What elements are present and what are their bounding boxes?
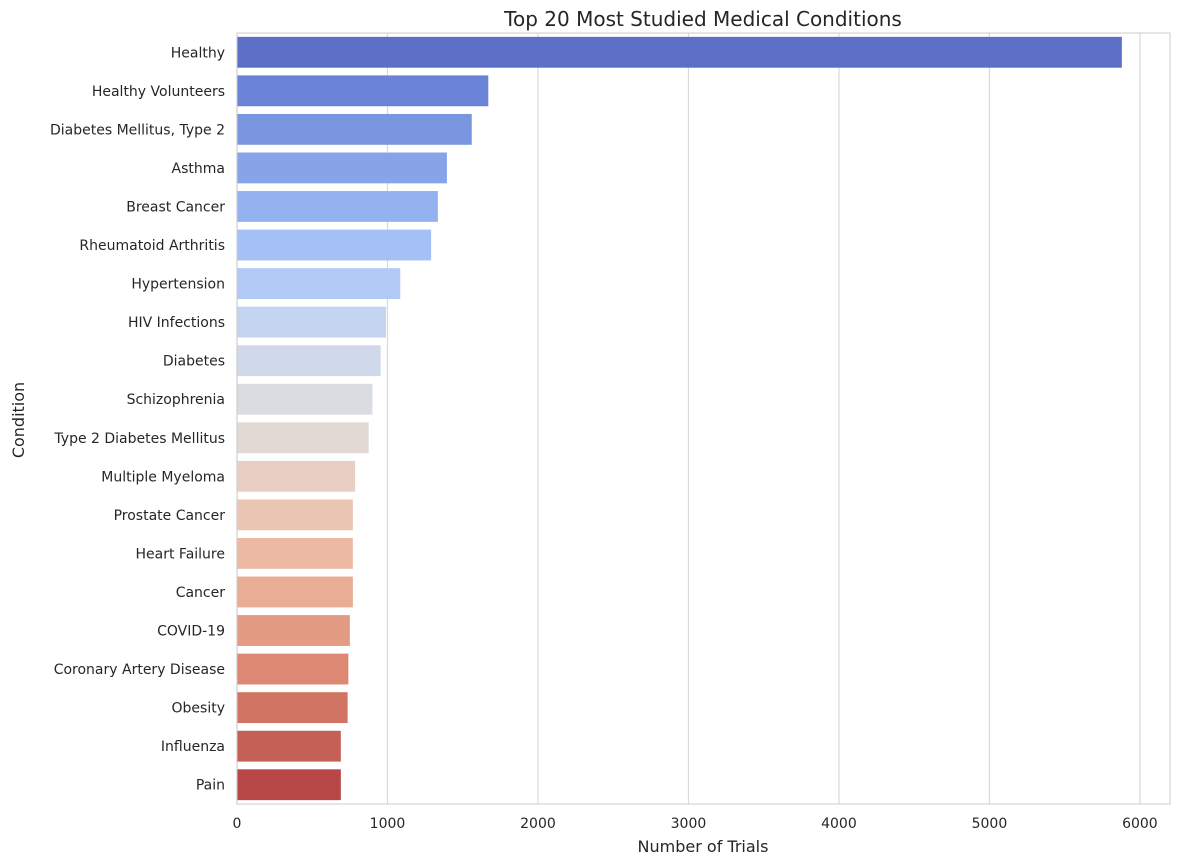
bar bbox=[237, 538, 353, 569]
bar bbox=[237, 692, 348, 724]
y-tick-label: Hypertension bbox=[131, 277, 225, 293]
bar bbox=[237, 229, 432, 261]
x-tick-label: 5000 bbox=[972, 816, 1008, 832]
x-tick-label: 4000 bbox=[821, 816, 857, 832]
bar bbox=[237, 268, 401, 299]
bar bbox=[237, 769, 341, 801]
bar bbox=[237, 615, 350, 646]
bar bbox=[237, 422, 369, 454]
y-tick-label: Schizophrenia bbox=[127, 392, 225, 408]
bar bbox=[237, 653, 349, 685]
y-tick-label: Heart Failure bbox=[136, 546, 225, 562]
bar bbox=[237, 383, 373, 415]
x-tick-labels: 0 1000 2000 3000 4000 5000 6000 bbox=[233, 816, 1158, 832]
x-tick-label: 3000 bbox=[671, 816, 707, 832]
y-tick-label: Type 2 Diabetes Mellitus bbox=[53, 431, 225, 447]
bar bbox=[237, 113, 472, 145]
bar bbox=[237, 576, 353, 608]
y-tick-label: Multiple Myeloma bbox=[101, 469, 225, 485]
y-axis-title: Condition bbox=[9, 382, 28, 458]
x-tick-label: 2000 bbox=[520, 816, 556, 832]
y-tick-label: Coronary Artery Disease bbox=[54, 662, 225, 678]
x-tick-label: 0 bbox=[233, 816, 242, 832]
bar bbox=[237, 191, 438, 222]
bar bbox=[237, 306, 386, 338]
y-tick-label: Diabetes bbox=[163, 354, 225, 370]
chart-title: Top 20 Most Studied Medical Conditions bbox=[503, 7, 902, 31]
bar bbox=[237, 730, 341, 762]
y-tick-label: Influenza bbox=[161, 739, 225, 755]
x-axis-title: Number of Trials bbox=[638, 837, 769, 856]
y-tick-labels: Healthy Healthy Volunteers Diabetes Mellit… bbox=[50, 45, 225, 793]
y-tick-label: Cancer bbox=[176, 585, 226, 601]
y-tick-label: Asthma bbox=[172, 161, 225, 177]
y-tick-label: Obesity bbox=[172, 701, 225, 717]
bar bbox=[237, 36, 1122, 68]
bar bbox=[237, 499, 353, 531]
bar bbox=[237, 460, 356, 492]
bar bbox=[237, 75, 489, 107]
bar bbox=[237, 152, 447, 184]
plot-frame bbox=[236, 32, 1171, 805]
x-tick-label: 6000 bbox=[1122, 816, 1158, 832]
y-tick-label: HIV Infections bbox=[128, 315, 225, 331]
y-tick-label: Diabetes Mellitus, Type 2 bbox=[50, 122, 225, 138]
y-tick-label: COVID-19 bbox=[157, 624, 225, 640]
bars bbox=[237, 36, 1122, 801]
y-tick-label: Rheumatoid Arthritis bbox=[79, 238, 225, 254]
y-tick-label: Breast Cancer bbox=[126, 199, 225, 215]
bar bbox=[237, 345, 381, 377]
y-tick-label: Healthy bbox=[171, 45, 225, 61]
y-tick-label: Healthy Volunteers bbox=[92, 84, 225, 100]
y-tick-label: Prostate Cancer bbox=[114, 508, 226, 524]
y-tick-label: Pain bbox=[196, 778, 225, 794]
x-tick-label: 1000 bbox=[370, 816, 406, 832]
